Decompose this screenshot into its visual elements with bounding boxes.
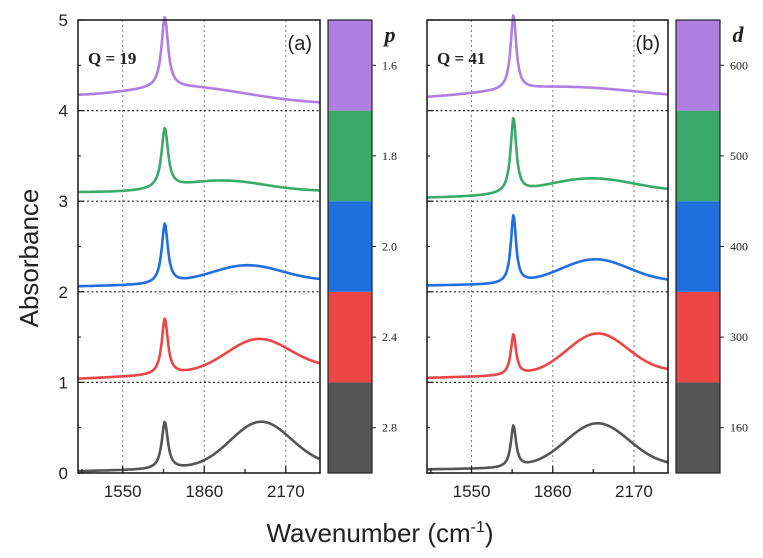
colorbar-label: 2.4	[382, 330, 397, 344]
y-tick-label: 4	[59, 102, 68, 121]
series-line-1.8	[77, 126, 321, 194]
colorbar-segment-1.6	[328, 20, 372, 111]
x-tick-label: 2170	[615, 482, 653, 501]
series-line-300	[426, 332, 669, 380]
colorbar-label: 160	[730, 421, 748, 435]
colorbar-segment-1.8	[328, 110, 372, 202]
colorbar-segment-2.0	[328, 201, 372, 292]
panel-b: 1550 1860 2170 (b) Q = 41 160 300 400 500 600 d	[426, 14, 748, 501]
panel-letter: (b)	[636, 33, 660, 55]
colorbar-segment-300	[676, 291, 720, 383]
param-label: Q = 41	[437, 49, 485, 68]
colorbar-title: p	[383, 22, 396, 47]
series-line-2.8	[77, 420, 321, 473]
colorbar-label: 1.8	[382, 149, 397, 163]
colorbar-label: 300	[730, 330, 748, 344]
colorbar-segment-600	[676, 20, 720, 111]
colorbar-segment-2.8	[328, 382, 372, 473]
x-tick-label: 2170	[267, 482, 305, 501]
y-axis-title: Absorbance	[14, 189, 44, 328]
y-tick-label: 0	[59, 464, 68, 483]
x-tick-label: 1550	[104, 482, 142, 501]
series-line-2.4	[77, 317, 321, 380]
series-line-2.0	[77, 222, 321, 288]
y-tick-label: 1	[59, 373, 68, 392]
colorbar-frame	[675, 19, 721, 474]
colorbar-label: 400	[730, 240, 748, 254]
x-tick-label: 1550	[453, 482, 491, 501]
series-line-400	[426, 214, 669, 287]
series-line-500	[426, 116, 669, 199]
colorbar-label: 2.8	[382, 421, 397, 435]
colorbar-segment-2.4	[328, 291, 372, 383]
colorbar-label: 600	[730, 58, 748, 72]
x-axis-title-exp: -1	[471, 519, 485, 536]
y-tick-label: 3	[59, 192, 68, 211]
colorbar-label: 2.0	[382, 240, 397, 254]
y-tick-label: 5	[59, 11, 68, 30]
y-tick-label: 2	[59, 283, 68, 302]
series-line-160	[426, 422, 669, 471]
plot-frame	[426, 19, 669, 474]
series-line-1.6	[77, 15, 321, 104]
param-label: Q = 19	[88, 49, 136, 68]
x-tick-label: 1860	[185, 482, 223, 501]
panel-a: 1550 1860 2170 0 1 2 3 4 5 (a) Q = 19 2.8 2.4 2.0 1.8 1…	[59, 11, 397, 501]
x-tick-label: 1860	[534, 482, 572, 501]
x-axis-title: Wavenumber (cm-1)	[266, 518, 493, 548]
colorbar-segment-160	[676, 382, 720, 473]
panel-letter: (a)	[288, 33, 312, 55]
x-axis-title-main: Wavenumber (cm	[266, 518, 470, 548]
colorbar-label: 500	[730, 149, 748, 163]
colorbar-title: d	[733, 22, 745, 47]
colorbar-segment-500	[676, 110, 720, 202]
colorbar-label: 1.6	[382, 58, 397, 72]
colorbar-frame	[327, 19, 373, 474]
x-axis-title-close: )	[485, 518, 494, 548]
colorbar-segment-400	[676, 201, 720, 292]
series-line-600	[426, 14, 669, 99]
